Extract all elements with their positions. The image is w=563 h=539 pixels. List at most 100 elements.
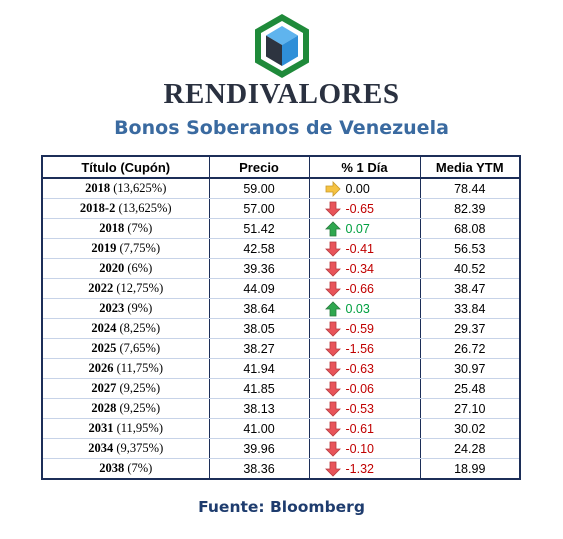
bond-coupon: (7%) (124, 221, 153, 235)
bond-title-cell: 2023 (9%) (42, 298, 210, 319)
bond-title-cell: 2034 (9,375%) (42, 438, 210, 459)
arrow-down-icon (324, 361, 341, 377)
bond-title-cell: 2028 (9,25%) (42, 398, 210, 419)
bond-name: 2034 (88, 441, 114, 455)
bond-change-value: -0.63 (345, 361, 375, 376)
bond-ytm-cell: 40.52 (420, 258, 520, 279)
bond-price-cell: 42.58 (209, 238, 310, 259)
bond-change-value: -0.53 (345, 401, 375, 416)
bond-change-cell: -0.59 (309, 318, 421, 339)
table-row: 2025 (7,65%) 38.27 -1.56 26.72 (42, 338, 520, 359)
bond-price-cell: 59.00 (209, 178, 310, 199)
brand-logo-icon (255, 14, 309, 78)
bond-ytm-cell: 30.97 (420, 358, 520, 379)
table-header-row: Título (Cupón) Precio % 1 Día Media YTM (42, 156, 520, 179)
bond-name: 2024 (91, 321, 117, 335)
table-row: 2020 (6%) 39.36 -0.34 40.52 (42, 258, 520, 279)
bond-price-cell: 41.94 (209, 358, 310, 379)
bond-change-value: 0.03 (345, 301, 370, 316)
arrow-down-icon (324, 281, 341, 297)
bond-coupon: (13,625%) (110, 181, 167, 195)
bond-change-value: -0.61 (345, 421, 375, 436)
bond-price-cell: 38.13 (209, 398, 310, 419)
bond-ytm-cell: 33.84 (420, 298, 520, 319)
bond-change-cell: 0.00 (309, 178, 421, 199)
bond-coupon: (11,75%) (113, 361, 164, 375)
bond-title-cell: 2020 (6%) (42, 258, 210, 279)
bond-change-cell: -1.32 (309, 458, 421, 479)
table-row: 2024 (8,25%) 38.05 -0.59 29.37 (42, 318, 520, 339)
bond-change-value: -0.41 (345, 241, 375, 256)
table-row: 2026 (11,75%) 41.94 -0.63 30.97 (42, 358, 520, 379)
bond-change-cell: -0.34 (309, 258, 421, 279)
table-row: 2034 (9,375%) 39.96 -0.10 24.28 (42, 438, 520, 459)
header-ytm: Media YTM (420, 156, 520, 179)
bond-change-value: -0.65 (345, 201, 375, 216)
bond-coupon: (9,375%) (113, 441, 164, 455)
bond-coupon: (7,75%) (116, 241, 161, 255)
bond-title-cell: 2024 (8,25%) (42, 318, 210, 339)
bond-coupon: (7,65%) (116, 341, 161, 355)
bond-change-cell: -0.61 (309, 418, 421, 439)
bond-coupon: (7%) (124, 461, 153, 475)
bond-price-cell: 38.64 (209, 298, 310, 319)
bond-change-value: -1.32 (345, 461, 375, 476)
bond-name: 2018-2 (79, 201, 116, 215)
bond-ytm-cell: 56.53 (420, 238, 520, 259)
bond-title-cell: 2038 (7%) (42, 458, 210, 479)
bond-price-cell: 39.36 (209, 258, 310, 279)
bond-title-cell: 2025 (7,65%) (42, 338, 210, 359)
table-row: 2018-2 (13,625%) 57.00 -0.65 82.39 (42, 198, 520, 219)
arrow-down-icon (324, 401, 341, 417)
bond-change-cell: -0.10 (309, 438, 421, 459)
arrow-right-icon (325, 181, 341, 197)
table-row: 2018 (13,625%) 59.00 0.00 78.44 (42, 178, 520, 199)
bond-change-cell: -0.53 (309, 398, 421, 419)
bond-title-cell: 2022 (12,75%) (42, 278, 210, 299)
bond-coupon: (11,95%) (113, 421, 164, 435)
bond-change-cell: -0.63 (309, 358, 421, 379)
bond-name: 2022 (88, 281, 114, 295)
bond-price-cell: 39.96 (209, 438, 310, 459)
bond-change-value: -0.06 (345, 381, 375, 396)
bond-price-cell: 38.36 (209, 458, 310, 479)
bond-title-cell: 2031 (11,95%) (42, 418, 210, 439)
bond-change-value: -1.56 (345, 341, 375, 356)
bond-change-cell: 0.07 (309, 218, 421, 239)
bonds-table: Título (Cupón) Precio % 1 Día Media YTM … (41, 155, 521, 480)
arrow-up-icon (324, 301, 341, 317)
bond-ytm-cell: 38.47 (420, 278, 520, 299)
bond-coupon: (13,625%) (115, 201, 172, 215)
bond-title-cell: 2026 (11,75%) (42, 358, 210, 379)
bond-name: 2019 (91, 241, 117, 255)
bond-change-value: -0.34 (345, 261, 375, 276)
bond-change-cell: 0.03 (309, 298, 421, 319)
bond-change-cell: -0.66 (309, 278, 421, 299)
bond-change-cell: -0.06 (309, 378, 421, 399)
table-row: 2027 (9,25%) 41.85 -0.06 25.48 (42, 378, 520, 399)
bond-name: 2020 (99, 261, 125, 275)
arrow-down-icon (324, 201, 341, 217)
arrow-down-icon (324, 441, 341, 457)
bond-change-value: -0.59 (345, 321, 375, 336)
bond-coupon: (6%) (124, 261, 153, 275)
bond-name: 2018 (85, 181, 111, 195)
bond-name: 2018 (99, 221, 125, 235)
arrow-up-icon (324, 221, 341, 237)
bond-name: 2031 (88, 421, 114, 435)
bond-change-value: 0.07 (345, 221, 370, 236)
bond-coupon: (8,25%) (116, 321, 161, 335)
bond-ytm-cell: 26.72 (420, 338, 520, 359)
bond-price-cell: 38.27 (209, 338, 310, 359)
bond-price-cell: 38.05 (209, 318, 310, 339)
bond-price-cell: 44.09 (209, 278, 310, 299)
bond-ytm-cell: 68.08 (420, 218, 520, 239)
table-row: 2022 (12,75%) 44.09 -0.66 38.47 (42, 278, 520, 299)
arrow-down-icon (324, 321, 341, 337)
bond-title-cell: 2018 (7%) (42, 218, 210, 239)
bond-coupon: (9,25%) (116, 401, 161, 415)
bond-price-cell: 51.42 (209, 218, 310, 239)
bond-name: 2026 (88, 361, 114, 375)
bond-ytm-cell: 78.44 (420, 178, 520, 199)
bond-name: 2027 (91, 381, 117, 395)
